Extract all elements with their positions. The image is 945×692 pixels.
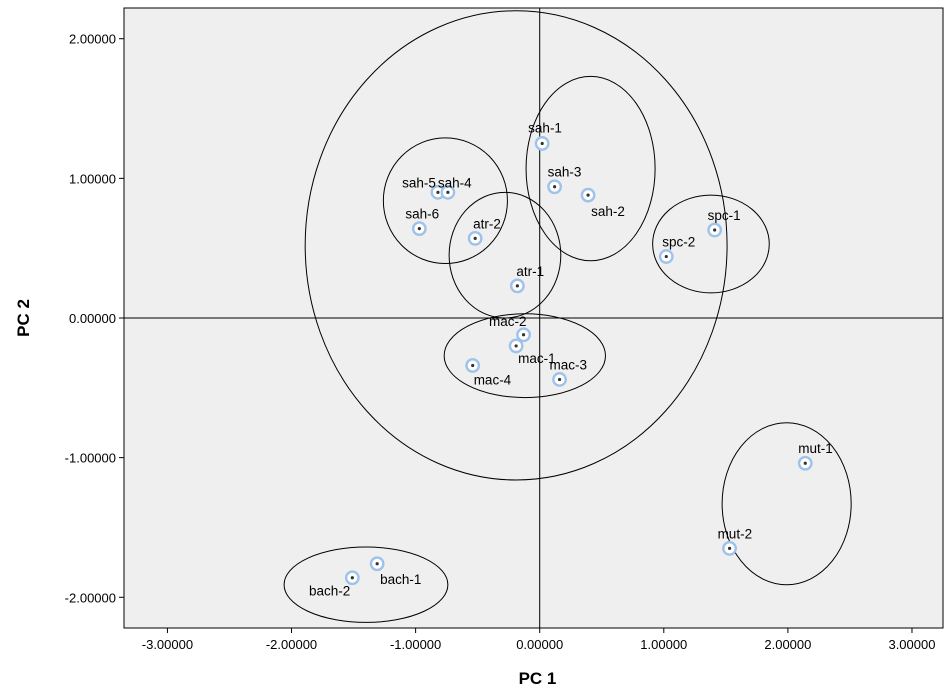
cluster-ellipse [652,194,770,294]
data-point-center [803,461,807,465]
data-point-center [417,227,421,231]
y-tick-label: -2.00000 [65,590,116,605]
cluster-ellipse [443,313,606,399]
point-label: spc-2 [662,235,695,250]
y-tick-label: 1.00000 [69,171,116,186]
point-label: spc-1 [708,208,741,223]
y-tick-label: -1.00000 [65,451,116,466]
data-point-center [446,190,450,194]
data-points [344,136,813,586]
data-point-center [586,193,590,197]
point-label: sah-2 [591,204,625,219]
point-label: mut-1 [798,441,833,456]
cluster-ellipse [721,422,852,586]
point-label: mac-4 [474,372,512,387]
y-tick-label: 2.00000 [69,32,116,47]
cluster-ellipse [304,10,728,481]
data-point-center [514,344,518,348]
point-label: sah-1 [528,120,562,135]
point-label: sah-5 [402,175,436,190]
data-point-center [521,333,526,337]
cluster-ellipses [283,10,852,623]
x-tick-label: 0.00000 [516,637,563,652]
point-label: mac-1 [518,351,556,366]
point-label: sah-4 [438,175,472,190]
data-point-center [664,254,668,259]
x-tick-label: -2.00000 [266,637,317,652]
y-axis-ticks: -2.00000 -1.00000 0.00000 1.00000 2.00000 [65,32,124,605]
x-axis-title: PC 1 [519,669,557,688]
point-label: sah-6 [405,207,439,222]
data-point-center [471,363,475,368]
point-label: sah-3 [548,165,582,180]
point-label: atr-1 [516,264,544,279]
point-label: mac-2 [489,314,527,329]
data-point-center [557,377,562,382]
point-label: atr-2 [473,216,501,231]
cluster-ellipse [382,137,508,265]
y-axis-title: PC 2 [14,299,33,337]
data-point-center [552,185,557,189]
y-tick-label: 0.00000 [69,311,116,326]
data-point-center [375,562,379,566]
reference-lines [124,8,943,628]
x-axis-ticks: -3.00000 -2.00000 -1.00000 0.00000 1.00000 2.… [142,628,935,652]
x-tick-label: 1.00000 [640,637,687,652]
data-point-center [727,546,732,551]
cluster-ellipse [525,75,656,262]
data-point-center [515,284,519,288]
x-tick-label: 2.00000 [764,637,811,652]
data-point-center [436,190,440,194]
point-label: bach-2 [309,584,350,599]
data-point-center [350,576,354,580]
x-tick-label: -3.00000 [142,637,193,652]
x-tick-label: 3.00000 [888,637,935,652]
point-label: bach-1 [380,572,421,587]
x-tick-label: -1.00000 [390,637,441,652]
data-point-center [713,228,717,232]
cluster-ellipse [283,546,449,623]
point-label: mut-2 [718,526,753,541]
point-labels: sah-1 sah-3 sah-2 sah-5 sah-4 sah-6 atr-2 atr-1… [309,120,833,598]
data-point-center [540,141,544,146]
data-point-center [473,236,477,241]
point-label: mac-3 [550,357,588,372]
